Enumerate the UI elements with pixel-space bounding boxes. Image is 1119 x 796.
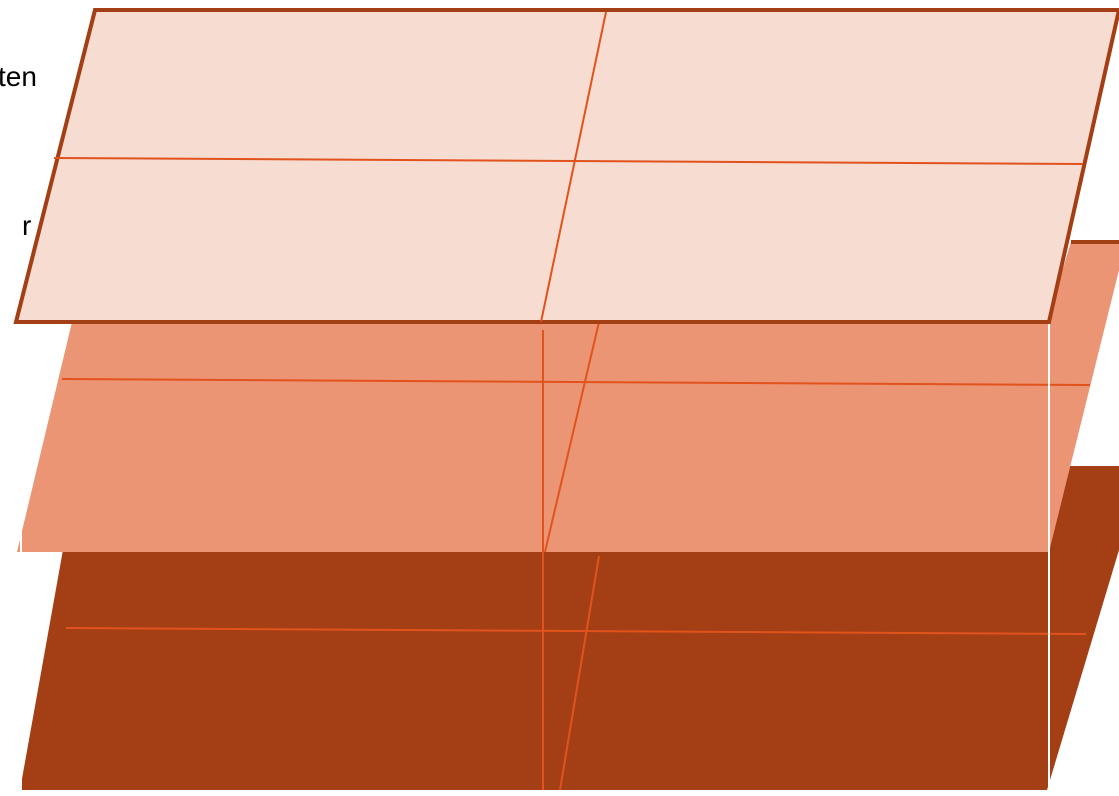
bottom-layer-grid-horizontal <box>65 627 1087 635</box>
middle-layer-grid-vertical <box>544 321 600 553</box>
middle-layer-grid-horizontal <box>61 378 1091 386</box>
top-layer-grid-horizontal <box>53 157 1084 165</box>
middle-text-fragment: r <box>22 210 31 241</box>
top-layer-surface <box>13 8 1119 324</box>
top-text-fragment: ten <box>0 61 37 92</box>
layer-connectors <box>20 322 1050 790</box>
middle-layer-surface <box>17 242 1119 552</box>
top-layer-grid-vertical <box>540 11 607 323</box>
middle-layer <box>17 240 1119 553</box>
bottom-layer-grid-vertical <box>559 555 600 791</box>
top-layer <box>13 8 1119 324</box>
